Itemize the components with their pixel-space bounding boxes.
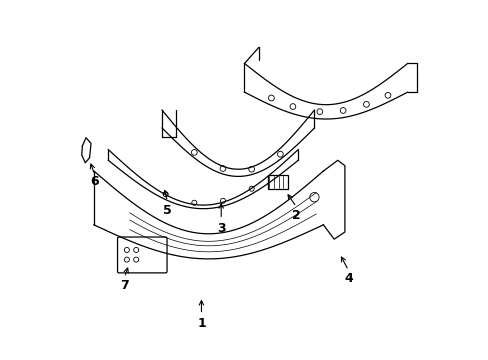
Text: 5: 5 (163, 204, 171, 217)
Bar (267, 175, 287, 189)
Text: 3: 3 (217, 222, 225, 235)
Text: 6: 6 (90, 175, 99, 188)
Text: 2: 2 (291, 210, 300, 222)
Text: 1: 1 (197, 317, 205, 330)
FancyBboxPatch shape (117, 237, 167, 273)
Text: 7: 7 (120, 279, 128, 292)
Text: 4: 4 (344, 272, 352, 285)
